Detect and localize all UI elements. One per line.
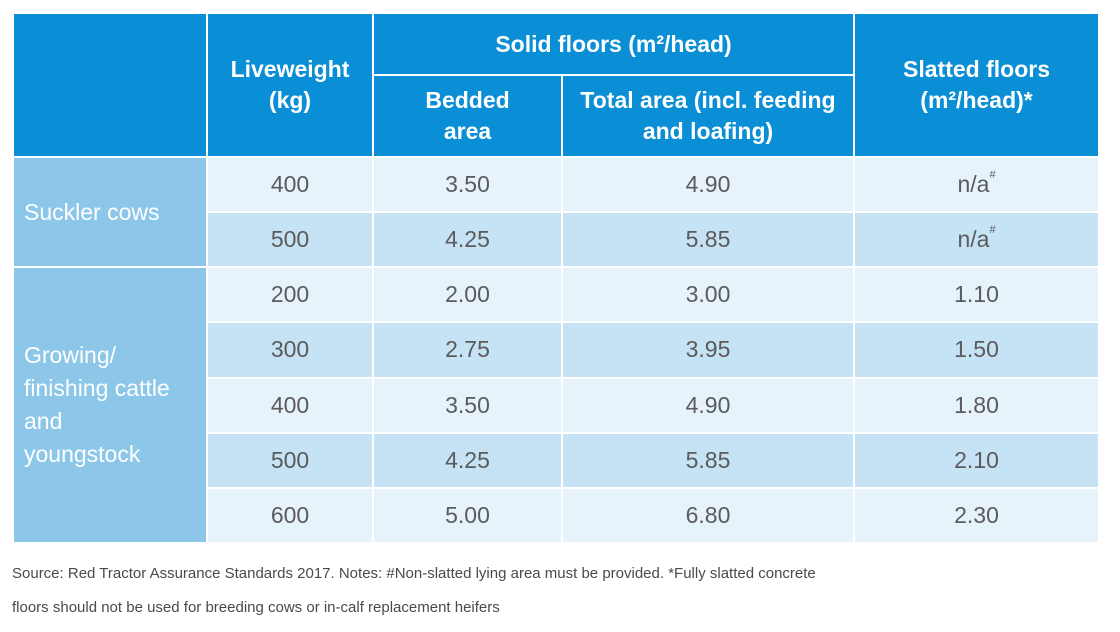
category-suckler-cows: Suckler cows [12,155,208,269]
hash-marker: # [989,224,996,237]
cell-total: 3.00 [560,266,856,324]
header-corner [12,12,208,158]
cell-bedded: 2.00 [372,266,563,324]
cell-total: 5.85 [560,431,856,489]
cell-bedded: 5.00 [372,486,563,545]
slatted-value: n/a [957,226,990,253]
cell-bedded: 3.50 [372,155,563,214]
table-row: 500 4.25 5.85 2.10 [13,431,1101,489]
note-line-1: Source: Red Tractor Assurance Standards … [12,565,816,582]
cell-liveweight: 500 [206,431,374,489]
cell-total: 4.90 [560,155,856,214]
cell-slatted: 2.30 [853,486,1101,545]
table-row: 400 3.50 4.90 1.80 [13,376,1101,434]
table-row: 500 4.25 5.85 n/a# [13,211,1101,269]
cell-slatted: 1.10 [853,266,1101,324]
cell-liveweight: 500 [206,211,374,269]
source-note: Source: Red Tractor Assurance Standards … [12,557,1102,625]
table-row: 300 2.75 3.95 1.50 [13,321,1101,379]
cell-slatted: n/a# [853,211,1101,269]
category-growing-finishing: Growing/ finishing cattle and youngstock [12,266,208,544]
header-liveweight: Liveweight (kg) [206,12,374,158]
cell-liveweight: 300 [206,321,374,379]
slatted-value: n/a [957,171,990,198]
cell-total: 5.85 [560,211,856,269]
header-bedded-area: Bedded area [372,74,563,158]
header-solid-floors: Solid floors (m²/head) [371,12,856,76]
cell-liveweight: 400 [206,376,374,434]
hash-marker: # [989,169,996,182]
table-row: 600 5.00 6.80 2.30 [13,486,1101,545]
cell-bedded: 4.25 [372,431,563,489]
cell-slatted: 1.80 [853,376,1101,434]
cell-total: 6.80 [560,486,856,545]
cell-liveweight: 600 [206,486,374,545]
cell-slatted: 2.10 [853,431,1101,489]
cell-bedded: 3.50 [372,376,563,434]
table-row: Suckler cows 400 3.50 4.90 n/a# [12,155,1101,269]
cell-slatted: n/a# [853,155,1101,214]
cell-bedded: 2.75 [372,321,563,379]
cell-liveweight: 400 [206,155,374,214]
cell-total: 3.95 [560,321,856,379]
cell-liveweight: 200 [206,266,374,324]
header-total-area: Total area (incl. feeding and loafing) [560,74,856,158]
cell-slatted: 1.50 [853,321,1101,379]
cell-total: 4.90 [560,376,856,434]
table-row: Growing/ finishing cattle and youngstock… [12,266,1101,544]
header-slatted-floors: Slatted floors (m²/head)* [853,12,1101,158]
note-line-2: floors should not be used for breeding c… [12,599,500,616]
cell-bedded: 4.25 [372,211,563,269]
space-allowance-table: Liveweight (kg) Solid floors (m²/head) S… [12,12,1101,545]
